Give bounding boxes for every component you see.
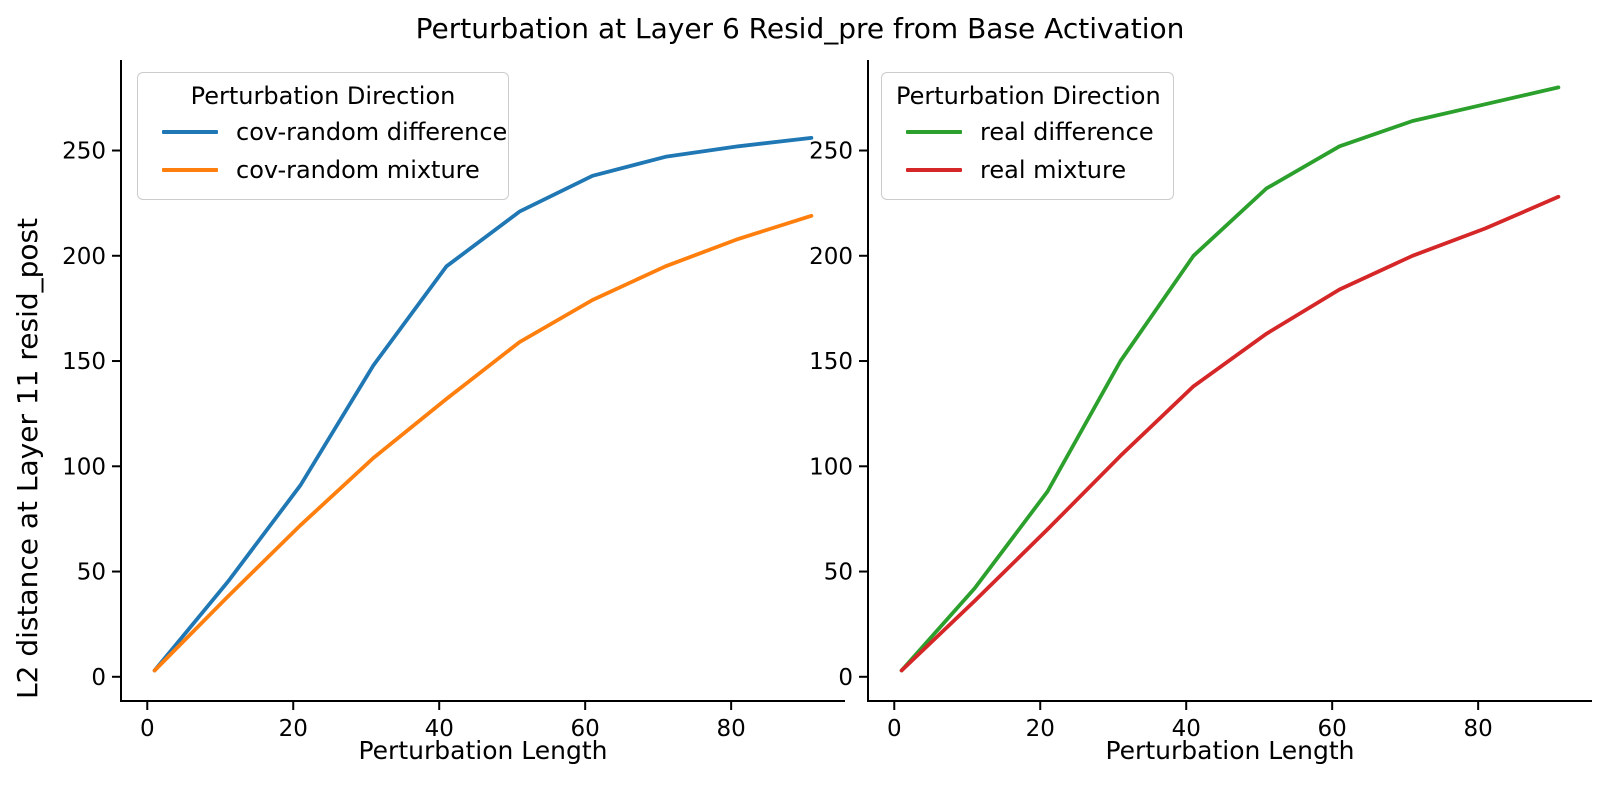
x-tick-label: 20 (1026, 716, 1055, 742)
y-tick-label: 100 (809, 454, 853, 480)
x-tick-label: 0 (140, 716, 155, 742)
y-tick-label: 50 (77, 560, 106, 586)
x-tick-label: 20 (279, 716, 308, 742)
x-tick-label: 40 (425, 716, 454, 742)
legend-line-swatch (162, 130, 218, 134)
legend-item-label: cov-random difference (236, 118, 508, 146)
x-axis-label-left: Perturbation Length (358, 736, 608, 765)
y-tick-label: 200 (809, 244, 853, 270)
legend-item: real difference (896, 113, 1159, 151)
legend-item: cov-random mixture (152, 151, 494, 189)
legend-line-swatch (906, 130, 962, 134)
curve-real-mixture (899, 194, 1561, 673)
x-tick-label: 60 (571, 716, 600, 742)
x-tick-label: 80 (717, 716, 746, 742)
y-tick-label: 50 (824, 560, 853, 586)
y-tick-label: 100 (62, 454, 106, 480)
y-tick-label: 250 (809, 139, 853, 165)
legend-left-title: Perturbation Direction (190, 82, 456, 110)
x-tick-label: 60 (1318, 716, 1347, 742)
curve-cov-random-difference (152, 135, 814, 673)
legend-item-label: cov-random mixture (236, 156, 480, 184)
x-axis-label-right: Perturbation Length (1105, 736, 1355, 765)
y-tick-label: 200 (62, 244, 106, 270)
legend-item: real mixture (896, 151, 1159, 189)
y-tick-label: 0 (838, 665, 853, 691)
legend-right-title: Perturbation Direction (896, 82, 1161, 110)
y-tick-label: 150 (62, 349, 106, 375)
y-tick-label: 0 (91, 665, 106, 691)
x-tick-label: 0 (887, 716, 902, 742)
curve-real-difference (899, 85, 1561, 673)
chart-title: Perturbation at Layer 6 Resid_pre from B… (415, 12, 1185, 45)
curve-cov-random-mixture (152, 213, 814, 673)
legend-line-swatch (162, 168, 218, 172)
legend-item: cov-random difference (152, 113, 507, 151)
legend-line-swatch (906, 168, 962, 172)
x-tick-label: 80 (1464, 716, 1493, 742)
legend-left: Perturbation Direction cov-random differ… (137, 72, 509, 200)
y-tick-label: 250 (62, 139, 106, 165)
legend-item-label: real difference (980, 118, 1154, 146)
legend-right: Perturbation Direction real difference r… (881, 72, 1174, 200)
legend-item-label: real mixture (980, 156, 1127, 184)
y-tick-label: 150 (809, 349, 853, 375)
x-tick-label: 40 (1172, 716, 1201, 742)
